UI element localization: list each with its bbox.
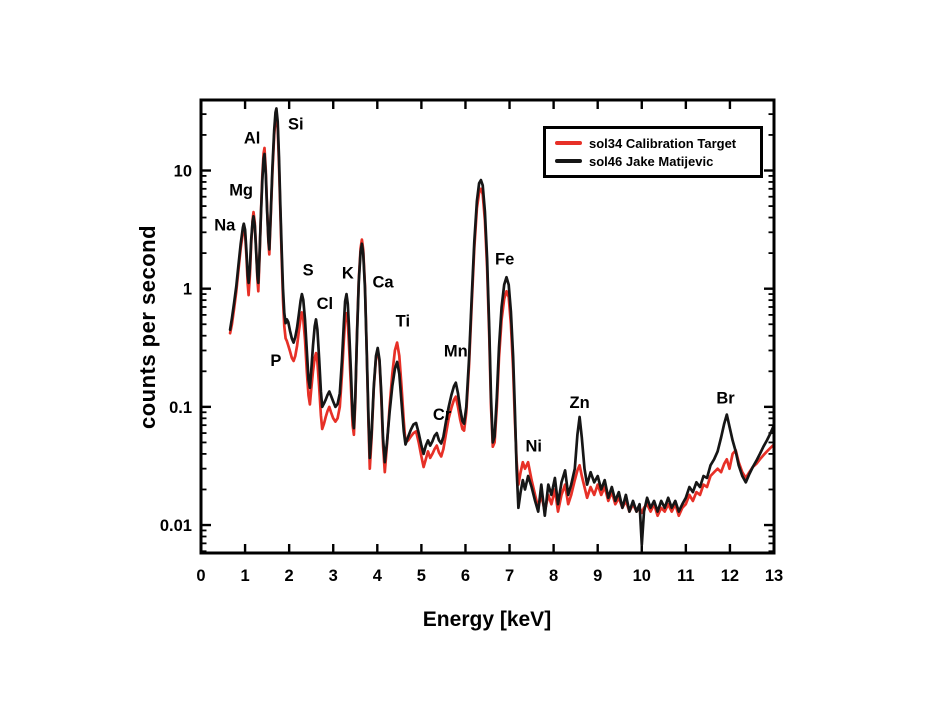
peak-label-s: S (303, 262, 314, 280)
x-tick-label: 3 (329, 567, 338, 585)
peak-label-mg: Mg (229, 182, 253, 200)
legend-swatch-sol34 (555, 141, 582, 145)
peak-label-si: Si (288, 115, 304, 133)
peak-label-k: K (342, 265, 354, 283)
legend: sol34 Calibration Target sol46 Jake Mati… (543, 126, 763, 178)
peak-label-cl: Cl (317, 295, 334, 313)
x-tick-label: 4 (373, 567, 383, 585)
y-tick-label: 0.1 (169, 399, 192, 417)
x-tick-label: 8 (549, 567, 558, 585)
peak-label-p: P (270, 352, 281, 370)
peak-label-ti: Ti (396, 312, 410, 330)
legend-swatch-sol46 (555, 159, 582, 163)
y-tick-label: 10 (174, 163, 192, 181)
y-axis-title: counts per second (135, 224, 160, 430)
x-tick-label: 6 (461, 567, 470, 585)
x-tick-label: 9 (593, 567, 602, 585)
peak-label-zn: Zn (570, 394, 590, 412)
x-tick-label: 7 (505, 567, 514, 585)
plot-frame (199, 98, 776, 555)
peak-label-cr: Cr (433, 406, 452, 424)
peak-label-fe: Fe (495, 251, 514, 269)
x-tick-label: 0 (196, 567, 205, 585)
x-tick-label: 2 (285, 567, 294, 585)
peak-label-na: Na (214, 216, 236, 234)
peak-label-br: Br (716, 390, 735, 408)
peak-label-ni: Ni (526, 438, 543, 456)
peak-label-mn: Mn (444, 342, 468, 360)
x-tick-label: 5 (417, 567, 426, 585)
x-tick-label: 11 (677, 567, 694, 585)
peak-label-ca: Ca (372, 274, 394, 292)
x-tick-label: 12 (721, 567, 739, 585)
x-axis-title: Energy [keV] (422, 608, 552, 631)
y-tick-label: 0.01 (160, 517, 192, 535)
x-tick-label: 13 (765, 567, 783, 585)
x-tick-label: 10 (633, 567, 651, 585)
legend-label-sol46: sol46 Jake Matijevic (589, 153, 714, 169)
y-tick-label: 1 (183, 281, 192, 299)
legend-item-sol34: sol34 Calibration Target (555, 136, 760, 151)
x-tick-label: 1 (240, 567, 249, 585)
legend-item-sol46: sol46 Jake Matijevic (555, 154, 760, 169)
legend-label-sol34: sol34 Calibration Target (589, 135, 737, 151)
peak-label-al: Al (244, 130, 261, 148)
series-path-sol46 (228, 107, 773, 547)
